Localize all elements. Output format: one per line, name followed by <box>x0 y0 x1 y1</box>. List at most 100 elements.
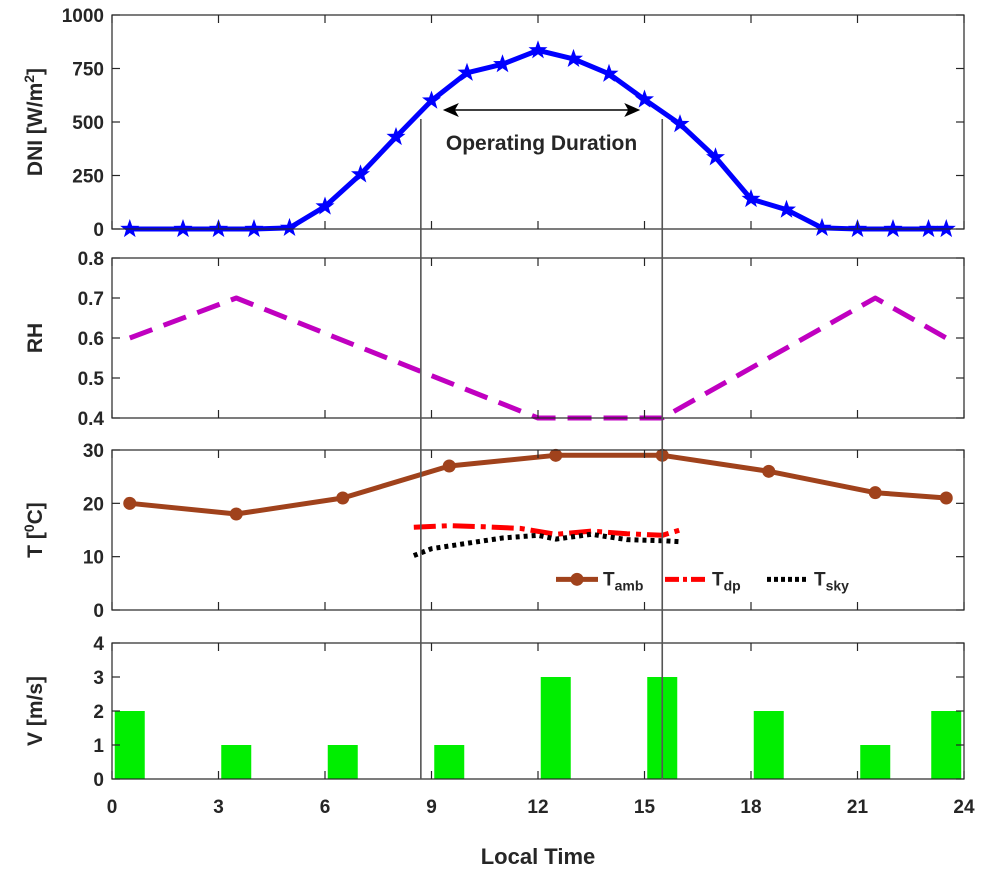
temp-series-1-line <box>413 523 681 538</box>
y-axis-label-text: T [ <box>24 532 47 558</box>
dni-point-marker <box>777 199 796 218</box>
wind-bar <box>753 711 784 779</box>
temp-amb-point-marker <box>123 496 137 510</box>
y-tick-label: 10 <box>83 548 104 569</box>
legend-label-main: T <box>712 569 724 590</box>
operating-duration-overlay: Operating Duration <box>420 103 664 779</box>
dni-point-marker <box>670 114 690 133</box>
dni-point-marker <box>386 127 406 146</box>
y-tick-label: 0.8 <box>78 249 104 270</box>
y-axis-label: V [m/s] <box>24 676 47 746</box>
legend-label-main: T <box>814 569 826 590</box>
x-tick-label: 0 <box>107 797 118 818</box>
dni-point-marker <box>812 217 832 236</box>
arrow-head-left <box>442 103 459 117</box>
dni-point-marker <box>351 164 370 183</box>
y-tick-label: 0.7 <box>78 289 104 310</box>
y-axis-label-text: V [m/s] <box>24 676 47 746</box>
y-tick-label: 0.5 <box>78 369 105 390</box>
temp-amb-point-marker <box>549 448 563 462</box>
temp-amb-point-marker <box>868 486 882 500</box>
x-tick-label: 3 <box>213 797 224 818</box>
dni-point-marker <box>599 63 619 82</box>
temp-amb-point-marker <box>229 507 243 521</box>
dni-point-marker <box>173 219 193 238</box>
x-tick-label: 9 <box>426 797 437 818</box>
arrow-head-right <box>624 103 641 117</box>
dni-point-marker <box>280 217 299 236</box>
y-axis-label-tail: ] <box>24 68 47 75</box>
x-tick-label: 18 <box>740 797 761 818</box>
y-tick-label: 750 <box>72 60 104 81</box>
legend-label-sky: Tsky <box>814 569 849 593</box>
legend-label-subscript: sky <box>826 577 850 593</box>
y-tick-label: 0 <box>93 601 104 622</box>
y-tick-label: 0 <box>93 220 104 241</box>
wind-bar <box>434 745 465 779</box>
y-axis-label-superscript: 2 <box>21 75 37 83</box>
legend-label-main: T <box>603 569 615 590</box>
y-tick-label: 1000 <box>62 6 104 27</box>
temp-amb-point-marker <box>442 459 456 473</box>
wind-bar <box>860 745 891 779</box>
y-tick-label: 3 <box>93 668 104 689</box>
dni-point-marker <box>919 219 938 238</box>
dni-point-marker <box>457 62 477 81</box>
dni-point-marker <box>635 89 654 108</box>
rh-axes-frame <box>111 257 965 419</box>
operating-duration-annotation: Operating Duration <box>446 132 637 155</box>
dni-point-marker <box>120 219 140 238</box>
dni-point-marker <box>422 90 441 109</box>
dni-point-marker <box>493 54 512 73</box>
y-tick-label: 500 <box>72 113 104 134</box>
x-axis-label: Local Time <box>481 844 596 869</box>
dni-point-marker <box>741 189 761 208</box>
y-tick-label: 250 <box>72 167 104 188</box>
legend-label-dp: Tdp <box>712 569 741 593</box>
legend-marker-amb <box>570 572 584 586</box>
x-tick-label: 6 <box>320 797 331 818</box>
temp-amb-point-marker <box>762 464 776 478</box>
y-tick-label: 0.4 <box>78 409 105 430</box>
dni-point-marker <box>564 48 583 67</box>
legend-label-subscript: dp <box>724 577 741 593</box>
y-axis-label-text: DNI [W/m <box>24 83 47 176</box>
legend-label-subscript: amb <box>615 577 644 593</box>
y-axis-label: RH <box>24 323 47 353</box>
y-axis-label: DNI [W/m2] <box>21 68 47 176</box>
wind-bar <box>540 677 571 779</box>
x-tick-label: 15 <box>634 797 656 818</box>
legend-label-amb: Tamb <box>603 569 643 593</box>
y-axis-label-superscript: 0 <box>21 524 37 532</box>
temp-series-2-line <box>412 531 681 558</box>
y-axis-label-tail: C] <box>24 502 47 524</box>
wind-bar <box>327 745 358 779</box>
y-tick-label: 2 <box>93 702 104 723</box>
y-tick-label: 4 <box>93 634 104 655</box>
y-tick-label: 0.6 <box>78 329 104 350</box>
x-tick-label: 12 <box>527 797 548 818</box>
y-tick-label: 1 <box>93 736 104 757</box>
y-tick-label: 30 <box>83 441 104 462</box>
rh-series-0-line <box>128 295 948 421</box>
rh-panel: 0.4 0.5 0.6 0.7 0.8 RH <box>24 249 965 430</box>
dni-panel: 0 250 500 750 1000 DNI [W/m2] <box>21 6 965 241</box>
dni-point-marker <box>528 40 548 59</box>
temp-amb-point-marker <box>939 491 953 505</box>
dni-series-0-line <box>129 47 947 232</box>
x-tick-label: 21 <box>847 797 869 818</box>
dni-point-marker <box>244 219 264 238</box>
y-tick-label: 0 <box>93 770 104 791</box>
x-tick-label: 24 <box>953 797 975 818</box>
dni-point-marker <box>883 219 903 238</box>
y-tick-label: 20 <box>83 494 104 515</box>
wind-bar <box>221 745 252 779</box>
temp-amb-point-marker <box>336 491 350 505</box>
y-axis-label-text: RH <box>24 323 47 353</box>
y-axis-label: T [0C] <box>21 502 47 558</box>
dni-point-marker <box>706 147 725 166</box>
dni-point-marker <box>315 196 335 215</box>
